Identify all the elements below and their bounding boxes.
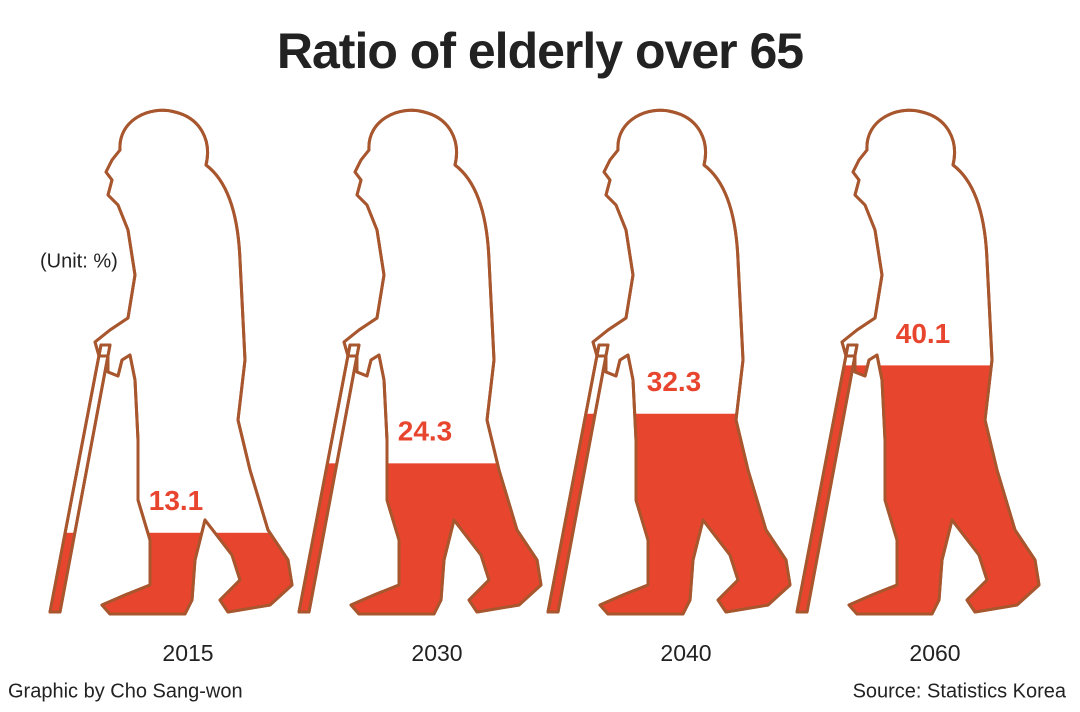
fill-level xyxy=(797,365,1039,614)
figure-outline xyxy=(546,108,792,616)
value-label: 13.1 xyxy=(149,485,204,516)
value-label: 40.1 xyxy=(896,318,951,349)
value-label: 32.3 xyxy=(647,366,702,397)
chart-title: Ratio of elderly over 65 xyxy=(277,23,803,79)
figure: 13.1 2015 xyxy=(48,108,294,666)
figure-outline xyxy=(795,108,1041,616)
category-label: 2015 xyxy=(162,640,213,666)
figure-outline xyxy=(297,108,543,616)
value-label: 24.3 xyxy=(398,416,453,447)
category-label: 2030 xyxy=(411,640,462,666)
fill-level xyxy=(548,413,790,614)
credit: Graphic by Cho Sang-won xyxy=(8,680,243,702)
source: Source: Statistics Korea xyxy=(853,680,1067,702)
fill-level xyxy=(299,463,541,614)
figure-outline xyxy=(48,108,294,616)
category-label: 2040 xyxy=(660,640,711,666)
figures: 13.1 2015 24.3 2030 32.3 2040 40.1 2060 xyxy=(48,108,1041,666)
category-label: 2060 xyxy=(909,640,960,666)
figure: 24.3 2030 xyxy=(297,108,543,666)
figure: 40.1 2060 xyxy=(795,108,1041,666)
unit-label: (Unit: %) xyxy=(40,250,118,272)
figure: 32.3 2040 xyxy=(546,108,792,666)
